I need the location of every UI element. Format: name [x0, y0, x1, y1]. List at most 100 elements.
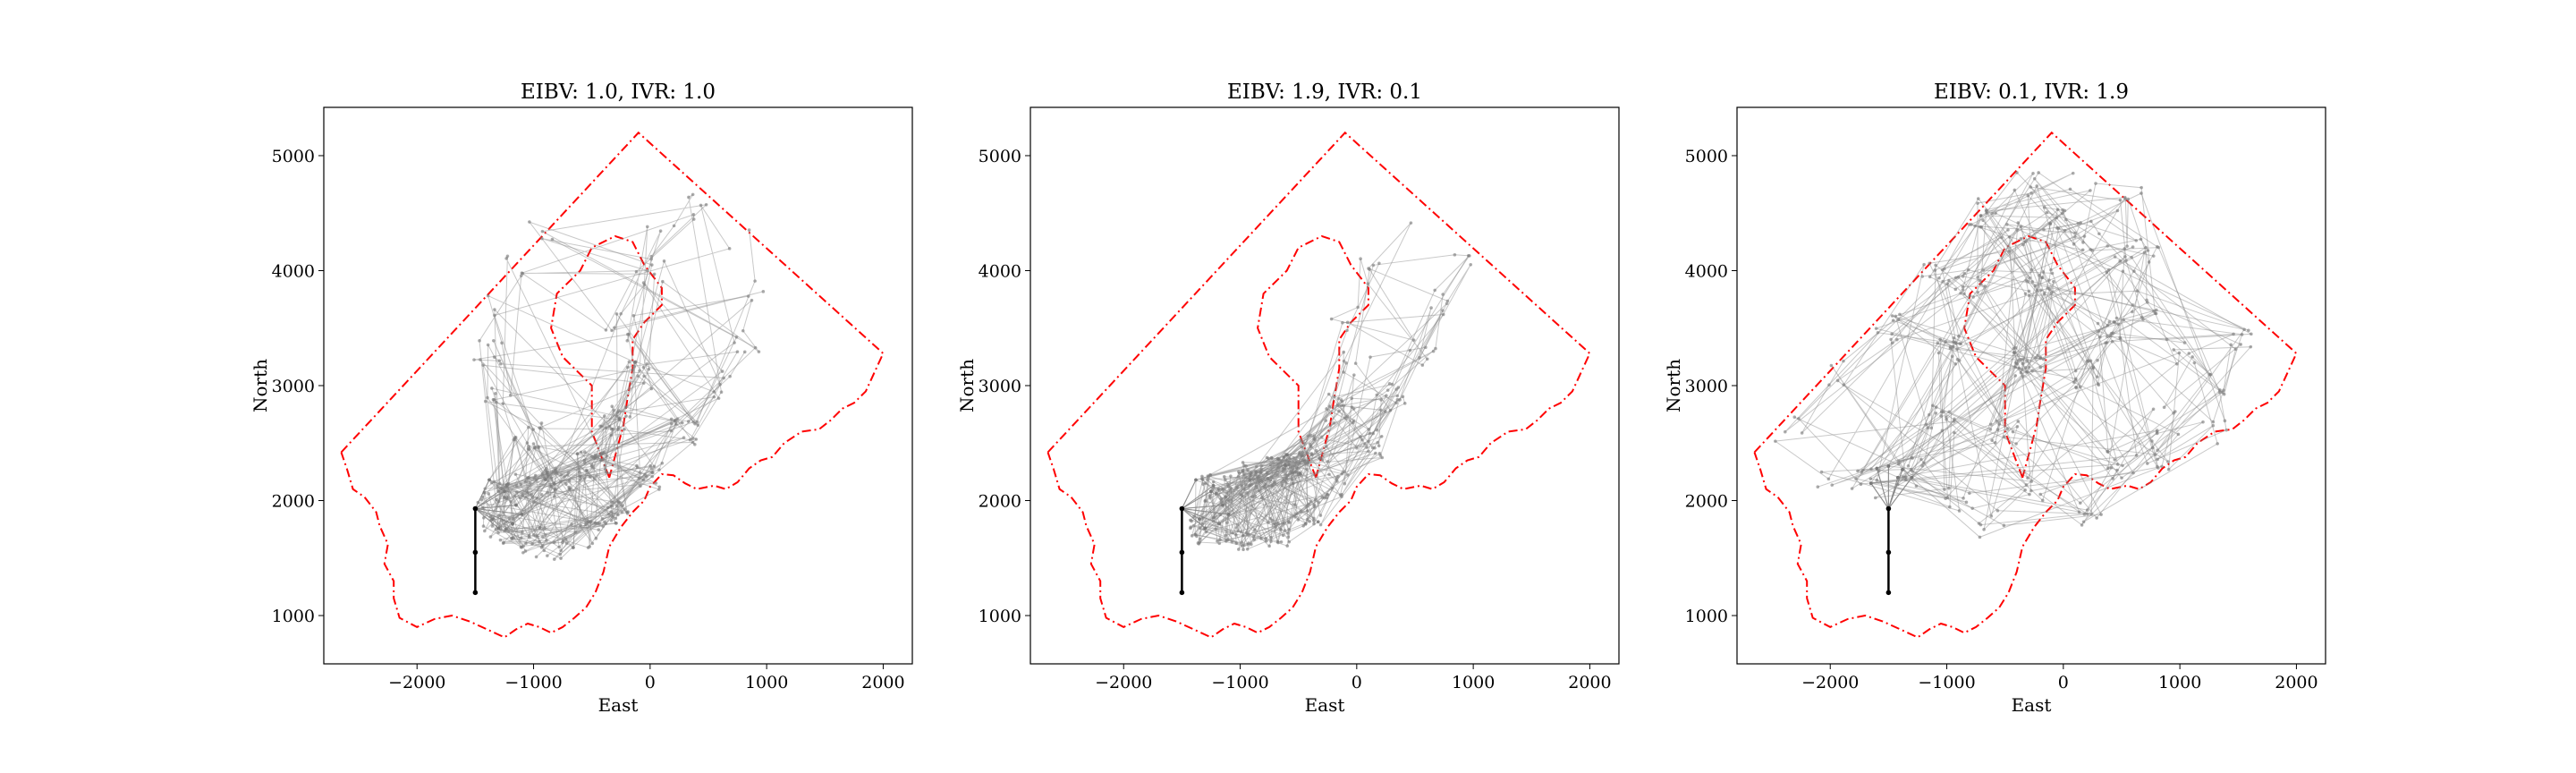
trajectory-point — [691, 440, 695, 445]
trajectory-point — [1835, 378, 1840, 383]
trajectory-point — [1267, 456, 1271, 461]
trajectory-point — [2160, 464, 2164, 469]
trajectory-point — [1375, 393, 1379, 397]
trajectory — [1836, 235, 2089, 514]
trajectory-point — [2038, 492, 2043, 497]
trajectory-point — [1300, 445, 1303, 449]
trajectory-point — [2061, 211, 2064, 215]
trajectory-point — [1897, 459, 1901, 463]
trajectory-point — [1245, 491, 1249, 495]
trajectory-point — [1979, 214, 1983, 217]
trajectory-point — [481, 524, 486, 528]
trajectory-point — [2073, 231, 2077, 235]
trajectory-point — [2030, 369, 2034, 373]
trajectory-point — [1305, 467, 1309, 471]
trajectory-point — [1371, 263, 1376, 268]
trajectory-point — [641, 281, 646, 285]
trajectory-point — [1973, 224, 1977, 228]
trajectory-point — [1936, 341, 1940, 345]
trajectory — [1182, 395, 1406, 532]
trajectory-point — [2014, 442, 2018, 446]
trajectory-point — [2028, 276, 2032, 280]
trajectory-point — [603, 467, 607, 471]
outer-boundary — [1753, 131, 2298, 639]
inner-boundary — [550, 234, 663, 479]
trajectory-point — [1988, 428, 1993, 431]
trajectory-point — [1429, 306, 1433, 310]
trajectory-point — [627, 332, 631, 336]
trajectory-point — [1244, 464, 1248, 468]
trajectory-point — [2032, 176, 2037, 181]
trajectory-point — [1268, 479, 1273, 482]
trajectory-point — [2211, 420, 2216, 424]
trajectory-point — [1377, 261, 1381, 266]
trajectory-point — [483, 399, 487, 403]
trajectory-point — [2002, 435, 2006, 439]
trajectory-point — [1265, 471, 1269, 475]
trajectory-point — [1971, 295, 1975, 299]
trajectory-point — [2050, 271, 2055, 276]
trajectory-point — [1945, 282, 1950, 286]
trajectory-point — [2106, 466, 2110, 471]
trajectory-point — [1236, 475, 1241, 479]
trajectory-point — [1191, 523, 1196, 528]
trajectory-point — [645, 361, 649, 366]
x-axis-label: East — [1305, 694, 1345, 716]
trajectory-point — [1220, 487, 1224, 491]
y-axis-label: North — [1663, 359, 1684, 412]
trajectory-point — [543, 526, 547, 531]
trajectory-point — [513, 472, 518, 476]
trajectory-point — [1970, 506, 1975, 510]
trajectory-point — [1445, 302, 1449, 306]
y-axis-label: North — [250, 359, 271, 412]
trajectory-point — [2097, 232, 2101, 236]
trajectory-point — [1318, 522, 1323, 527]
trajectory-point — [1955, 347, 1959, 352]
trajectory-point — [2113, 458, 2117, 462]
trajectory-point — [483, 487, 487, 491]
trajectory-point — [625, 510, 629, 514]
trajectory-point — [1875, 466, 1879, 471]
trajectory-point — [1922, 461, 1926, 465]
trajectory-point — [2037, 171, 2040, 174]
trajectory-point — [528, 220, 531, 224]
trajectory-point — [1968, 293, 1972, 298]
trajectory-point — [2080, 248, 2085, 252]
trajectory-point — [1873, 496, 1877, 500]
trajectory-point — [2089, 189, 2092, 192]
trajectory-point — [696, 423, 700, 428]
trajectory-point — [2110, 339, 2114, 344]
trajectory-point — [1275, 539, 1280, 544]
trajectory-point — [2019, 225, 2023, 229]
trajectory-point — [497, 481, 502, 486]
trajectory-point — [538, 539, 541, 544]
trajectory-point — [1294, 512, 1298, 515]
trajectory-point — [1797, 417, 1801, 420]
trajectory-point — [691, 437, 695, 440]
trajectory-point — [1313, 497, 1318, 502]
trajectory-point — [2166, 460, 2170, 463]
trajectory-point — [1352, 373, 1356, 377]
trajectory-point — [492, 480, 496, 484]
trajectory-point — [527, 445, 530, 448]
trajectory-point — [2072, 242, 2076, 246]
trajectory-point — [1282, 478, 1285, 482]
trajectory-point — [1263, 482, 1267, 486]
trajectory-point — [1906, 463, 1911, 468]
trajectory-point — [1314, 448, 1318, 453]
trajectory-point — [1264, 537, 1267, 540]
trajectory-point — [1229, 487, 1233, 490]
trajectory-point — [1901, 475, 1905, 479]
trajectory — [1182, 397, 1382, 551]
trajectory-point — [1230, 539, 1234, 544]
trajectory-point — [1329, 317, 1334, 321]
trajectory-point — [2063, 208, 2067, 213]
trajectory-point — [2174, 410, 2177, 413]
trajectory-point — [2182, 341, 2187, 344]
trajectory-point — [552, 495, 556, 498]
trajectory-point — [506, 530, 511, 533]
trajectory-point — [2156, 448, 2159, 453]
trajectory-point — [1190, 534, 1194, 538]
trajectory-point — [2012, 188, 2017, 192]
trajectory-point — [589, 454, 594, 458]
